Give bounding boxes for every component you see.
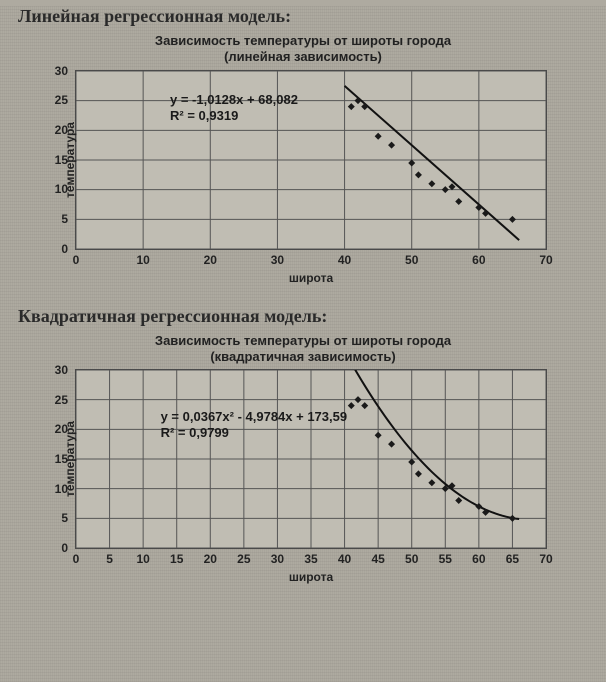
- y-tick: 0: [61, 541, 68, 555]
- linear-chart-title-2: (линейная зависимость): [224, 49, 382, 64]
- linear-section-title: Линейная регрессионная модель:: [0, 6, 606, 27]
- y-tick: 5: [61, 511, 68, 525]
- quadratic-eq-line1: y = 0,0367x² - 4,9784x + 173,59: [161, 409, 348, 424]
- x-tick: 5: [106, 552, 113, 566]
- y-tick: 5: [61, 212, 68, 226]
- quadratic-equation: y = 0,0367x² - 4,9784x + 173,59 R² = 0,9…: [161, 409, 348, 442]
- quadratic-chart: Зависимость температуры от широты города…: [23, 333, 583, 550]
- y-tick: 30: [55, 363, 68, 377]
- quadratic-chart-title-1: Зависимость температуры от широты города: [155, 333, 451, 348]
- x-tick: 65: [506, 552, 519, 566]
- linear-chart-title-1: Зависимость температуры от широты города: [155, 33, 451, 48]
- x-tick: 10: [136, 253, 149, 267]
- quadratic-plot-svg: [76, 370, 546, 548]
- y-tick: 30: [55, 64, 68, 78]
- x-tick: 35: [304, 552, 317, 566]
- y-tick: 25: [55, 393, 68, 407]
- x-tick: 70: [539, 253, 552, 267]
- y-tick: 0: [61, 242, 68, 256]
- linear-chart-title: Зависимость температуры от широты города…: [23, 33, 583, 66]
- linear-eq-line2: R² = 0,9319: [170, 108, 238, 123]
- y-tick: 10: [55, 182, 68, 196]
- x-tick: 60: [472, 552, 485, 566]
- linear-plot-svg: [76, 71, 546, 249]
- quadratic-xlabel: широта: [289, 570, 333, 584]
- x-tick: 30: [271, 552, 284, 566]
- quadratic-chart-title: Зависимость температуры от широты города…: [23, 333, 583, 366]
- y-tick: 10: [55, 482, 68, 496]
- linear-xlabel: широта: [289, 271, 333, 285]
- x-tick: 0: [73, 253, 80, 267]
- x-tick: 55: [439, 552, 452, 566]
- linear-eq-line1: y = -1,0128x + 68,082: [170, 92, 298, 107]
- x-tick: 50: [405, 253, 418, 267]
- x-tick: 20: [204, 552, 217, 566]
- x-tick: 45: [371, 552, 384, 566]
- y-tick: 20: [55, 123, 68, 137]
- x-tick: 60: [472, 253, 485, 267]
- y-tick: 25: [55, 93, 68, 107]
- x-tick: 15: [170, 552, 183, 566]
- x-tick: 0: [73, 552, 80, 566]
- quadratic-eq-line2: R² = 0,9799: [161, 425, 229, 440]
- linear-equation: y = -1,0128x + 68,082 R² = 0,9319: [170, 92, 298, 125]
- quadratic-chart-title-2: (квадратичная зависимость): [210, 349, 395, 364]
- x-tick: 20: [204, 253, 217, 267]
- y-tick: 15: [55, 452, 68, 466]
- x-tick: 40: [338, 253, 351, 267]
- x-tick: 70: [539, 552, 552, 566]
- quadratic-plot-area: y = 0,0367x² - 4,9784x + 173,59 R² = 0,9…: [75, 369, 547, 549]
- x-tick: 10: [136, 552, 149, 566]
- y-tick: 20: [55, 422, 68, 436]
- linear-chart: Зависимость температуры от широты города…: [23, 33, 583, 296]
- y-tick: 15: [55, 153, 68, 167]
- x-tick: 40: [338, 552, 351, 566]
- x-tick: 25: [237, 552, 250, 566]
- quadratic-section-title: Квадратичная регрессионная модель:: [0, 306, 606, 327]
- x-tick: 30: [271, 253, 284, 267]
- linear-plot-area: y = -1,0128x + 68,082 R² = 0,9319 темпер…: [75, 70, 547, 250]
- x-tick: 50: [405, 552, 418, 566]
